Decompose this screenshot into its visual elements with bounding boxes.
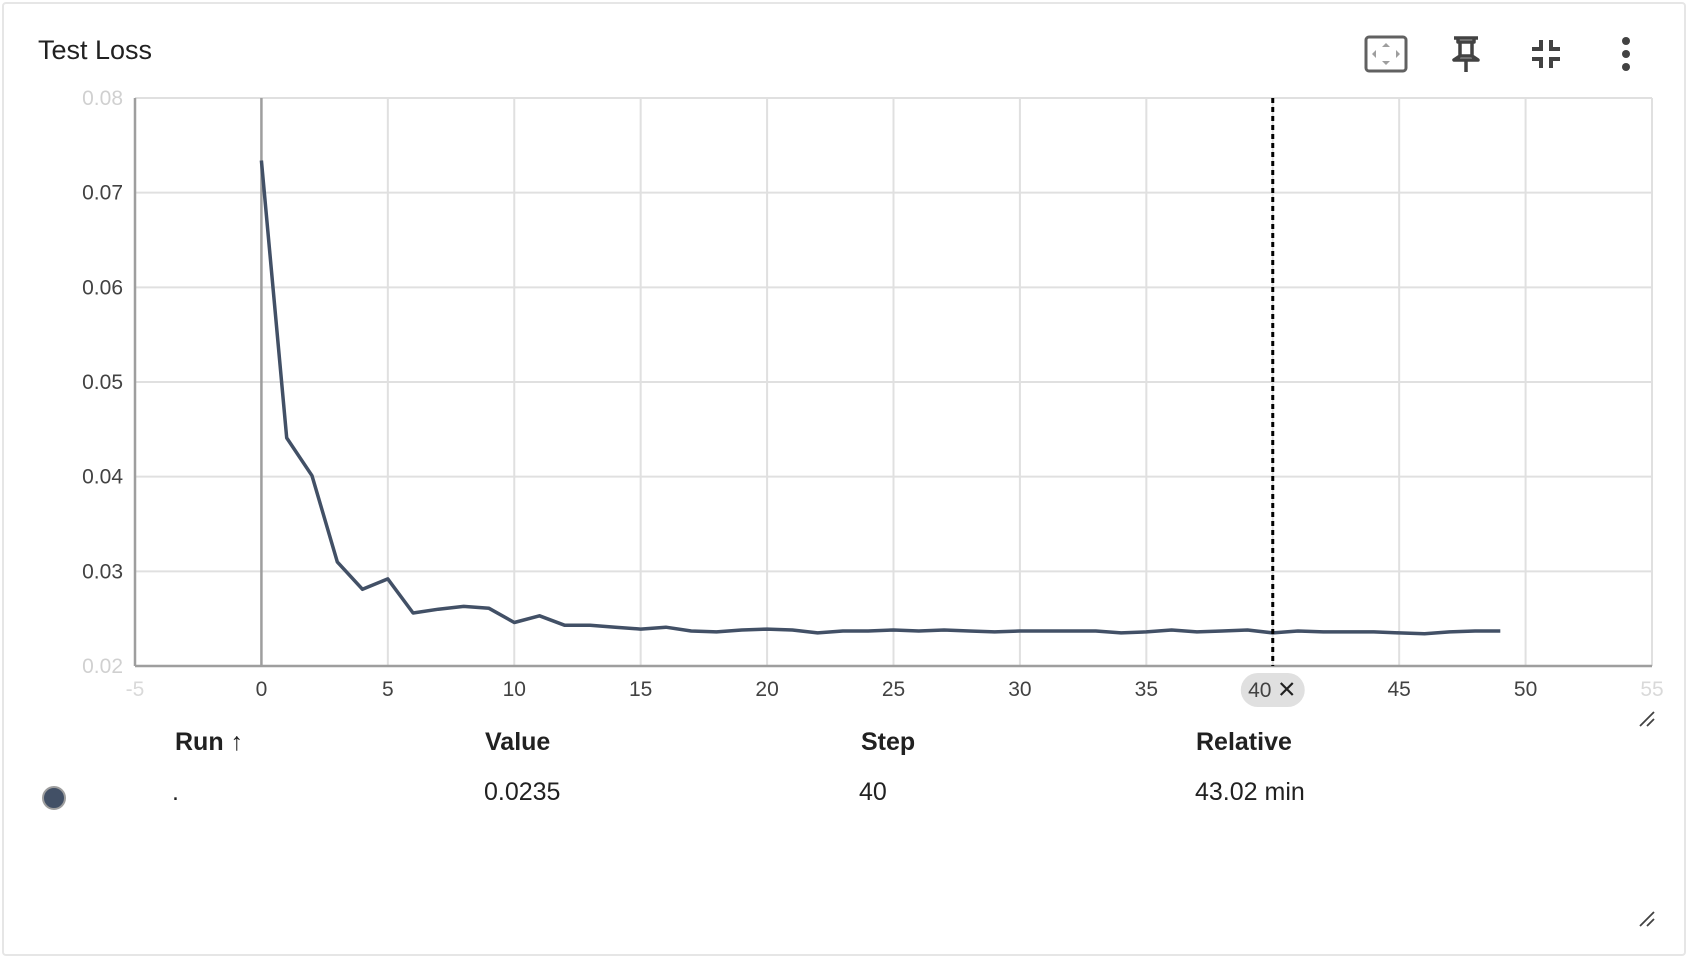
x-tick-label: 45 <box>1387 678 1410 701</box>
pin-button[interactable] <box>1426 28 1506 80</box>
x-tick-label: 0 <box>256 678 268 701</box>
sort-ascending-icon: ↑ <box>230 728 244 756</box>
x-tick-label: 5 <box>382 678 394 701</box>
card-toolbar <box>1346 28 1666 80</box>
x-tick-label: 55 <box>1640 678 1663 701</box>
run-color-swatch[interactable] <box>42 786 66 810</box>
relative-column-header[interactable]: Relative <box>1196 728 1292 756</box>
x-tick-label: 35 <box>1135 678 1158 701</box>
step-chip-label: 40 <box>1248 679 1271 702</box>
y-tick-label: 0.02 <box>82 655 123 678</box>
series-line[interactable] <box>259 160 1501 636</box>
step-chip[interactable] <box>1240 673 1305 707</box>
collapse-button[interactable] <box>1506 28 1586 80</box>
x-tick-label: 20 <box>755 678 778 701</box>
more-vert-icon <box>1622 37 1630 71</box>
fit-domain-button[interactable] <box>1346 28 1426 80</box>
chart-resize-icon[interactable] <box>1638 710 1656 728</box>
value-column-header[interactable]: Value <box>485 728 551 756</box>
y-tick-label: 0.06 <box>82 276 123 299</box>
collapse-icon <box>1532 40 1560 68</box>
x-tick-label: -5 <box>126 678 145 701</box>
y-tick-label: 0.05 <box>82 371 123 394</box>
step-column-header[interactable]: Step <box>861 728 916 756</box>
run-cell: . <box>172 778 179 806</box>
x-tick-label: 15 <box>629 678 652 701</box>
fit-domain-icon <box>1364 35 1408 73</box>
close-icon[interactable] <box>1279 682 1294 696</box>
step-cell: 40 <box>859 778 887 806</box>
x-tick-label: 30 <box>1008 678 1031 701</box>
x-tick-label: 25 <box>882 678 905 701</box>
x-tick-label: 50 <box>1514 678 1537 701</box>
value-cell: 0.0235 <box>484 778 561 806</box>
card-title: Test Loss <box>38 35 153 65</box>
line-chart[interactable]: 0.02 0.03 0.04 0.05 0.06 0.07 0.08 -5 0 5 10 15 20 25… <box>0 0 1688 720</box>
y-tick-label: 0.03 <box>82 560 123 583</box>
x-tick-label: 10 <box>503 678 526 701</box>
card-resize-icon[interactable] <box>1638 910 1656 928</box>
y-tick-label: 0.07 <box>82 182 123 205</box>
run-column-header[interactable]: Run ↑ <box>175 728 243 757</box>
y-tick-label: 0.08 <box>82 87 123 110</box>
pin-icon <box>1452 36 1480 72</box>
relative-cell: 43.02 min <box>1195 778 1305 806</box>
run-header-label: Run <box>175 728 224 756</box>
y-tick-label: 0.04 <box>82 466 123 489</box>
more-options-button[interactable] <box>1586 28 1666 80</box>
